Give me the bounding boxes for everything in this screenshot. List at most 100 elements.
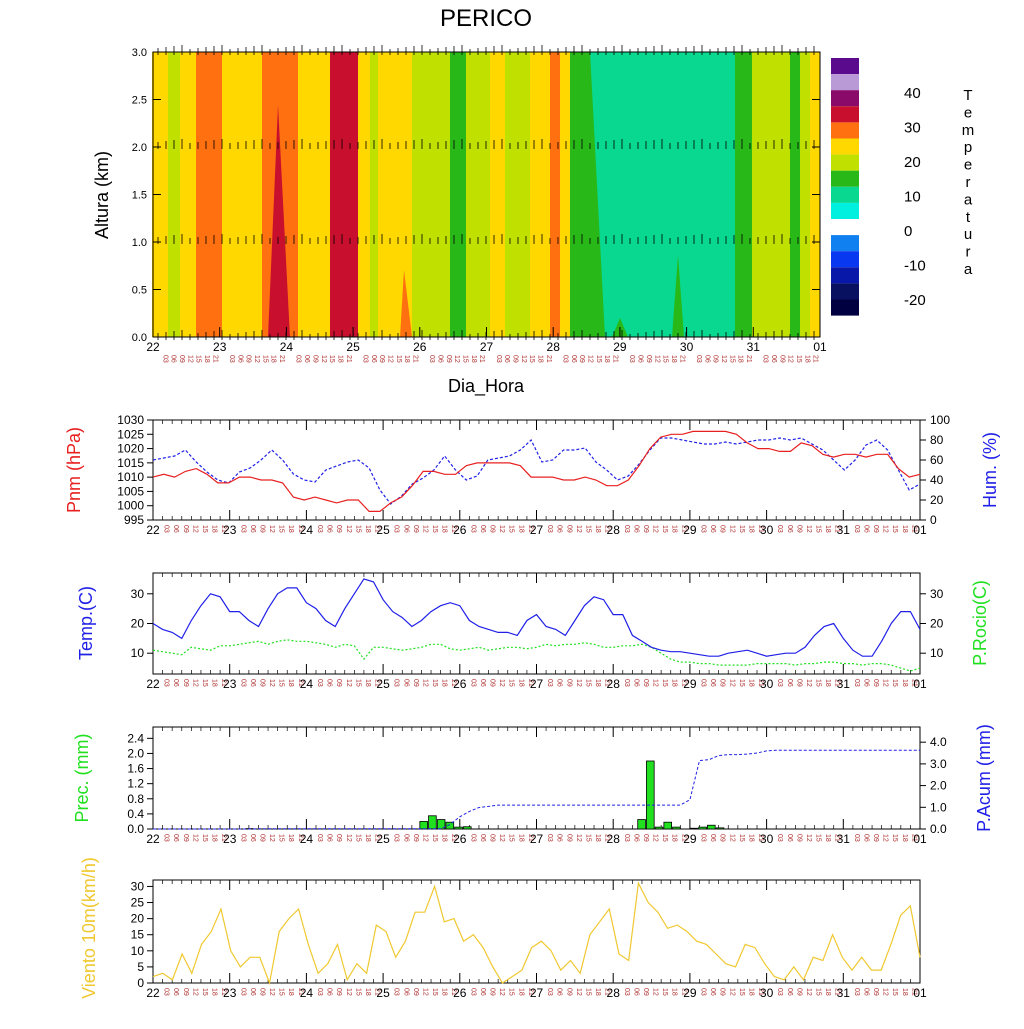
hour-tick-label: 06 <box>172 525 179 533</box>
hour-tick-label: 03 <box>699 679 706 687</box>
legend-tick-label: 0 <box>904 223 912 240</box>
temperature-band <box>330 52 358 337</box>
y-tick-label-right: 30 <box>930 587 944 601</box>
hour-tick-label: 09 <box>412 988 419 996</box>
legend-tick-label: 10 <box>904 189 921 206</box>
hour-tick-label: 12 <box>421 525 428 533</box>
plot-frame <box>153 420 920 520</box>
hour-tick-label: 12 <box>253 355 260 363</box>
hour-tick-label: 18 <box>364 679 371 687</box>
y-tick-label: 1005 <box>117 484 144 498</box>
hour-tick-label: 06 <box>786 988 793 996</box>
day-tick-label: 01 <box>913 677 927 691</box>
day-tick-label: 30 <box>760 523 774 537</box>
y-tick-label-right: 20 <box>930 617 944 631</box>
hour-tick-label: 15 <box>584 679 591 687</box>
legend-swatch <box>831 283 859 299</box>
temperature-band <box>505 52 530 337</box>
hour-tick-label: 12 <box>587 355 594 363</box>
hour-tick-label: 18 <box>364 834 371 842</box>
hour-tick-label: 12 <box>728 679 735 687</box>
hour-tick-label: 03 <box>853 834 860 842</box>
y-tick-label-right: 60 <box>930 453 944 467</box>
hour-tick-label: 06 <box>862 525 869 533</box>
legend-tick-label: 40 <box>904 85 921 102</box>
hour-tick-label: 18 <box>203 355 210 363</box>
hour-tick-label: 15 <box>891 988 898 996</box>
legend-swatch <box>831 139 859 155</box>
day-tick-label: 01 <box>913 832 927 846</box>
hour-tick-label: 15 <box>795 355 802 363</box>
day-tick-label: 25 <box>376 986 390 1000</box>
temperature-band <box>370 52 378 337</box>
y-tick-label: 2.5 <box>132 95 147 107</box>
hour-tick-label: 12 <box>652 834 659 842</box>
hour-tick-label: 21 <box>278 355 285 363</box>
hour-tick-label: 15 <box>431 988 438 996</box>
hour-tick-label: 03 <box>695 355 702 363</box>
hour-tick-label: 12 <box>787 355 794 363</box>
hour-tick-label: 03 <box>316 679 323 687</box>
y-tick-label-right: 100 <box>930 413 950 427</box>
hour-tick-label: 15 <box>431 525 438 533</box>
hour-tick-label: 21 <box>812 355 819 363</box>
hour-tick-label: 12 <box>268 525 275 533</box>
hour-tick-label: 09 <box>182 834 189 842</box>
hour-tick-label: 18 <box>441 679 448 687</box>
hour-tick-label: 18 <box>824 988 831 996</box>
hour-tick-label: 03 <box>163 834 170 842</box>
hour-tick-label: 18 <box>671 834 678 842</box>
hour-tick-label: 12 <box>882 988 889 996</box>
hour-tick-label: 15 <box>354 988 361 996</box>
hour-tick-label: 06 <box>479 525 486 533</box>
accum-precip-ylabel: P.Acum (mm) <box>974 724 994 832</box>
hour-tick-label: 03 <box>239 525 246 533</box>
hour-tick-label: 06 <box>326 525 333 533</box>
hour-tick-label: 12 <box>186 355 193 363</box>
hour-tick-label: 18 <box>211 834 218 842</box>
legend-swatch <box>831 90 859 106</box>
day-tick-label: 30 <box>760 832 774 846</box>
precip-bar <box>664 822 672 829</box>
hour-tick-label: 03 <box>546 834 553 842</box>
hour-tick-label: 18 <box>747 988 754 996</box>
hour-tick-label: 09 <box>795 679 802 687</box>
temperature-band <box>412 52 450 337</box>
hour-tick-label: 15 <box>738 834 745 842</box>
hour-tick-label: 15 <box>278 679 285 687</box>
hour-tick-label: 21 <box>612 355 619 363</box>
hour-tick-label: 09 <box>412 525 419 533</box>
hour-tick-label: 03 <box>393 988 400 996</box>
day-tick-label: 23 <box>223 832 237 846</box>
hour-tick-label: 09 <box>565 988 572 996</box>
hour-tick-label: 06 <box>236 355 243 363</box>
precip-bar <box>463 827 471 829</box>
pressure-line <box>153 431 920 511</box>
y-tick-label-right: 0 <box>930 513 937 527</box>
hour-tick-label: 09 <box>719 834 726 842</box>
day-tick-label: 26 <box>453 523 467 537</box>
hour-tick-label: 09 <box>258 834 265 842</box>
hour-tick-label: 03 <box>776 525 783 533</box>
precip-bar <box>690 828 698 829</box>
day-tick-label: 01 <box>913 986 927 1000</box>
precip-ylabel: Prec. (mm) <box>72 734 92 823</box>
hour-tick-label: 18 <box>517 525 524 533</box>
temperature-band <box>560 52 570 337</box>
hour-tick-label: 06 <box>370 355 377 363</box>
hour-tick-label: 18 <box>287 525 294 533</box>
hour-tick-label: 12 <box>652 525 659 533</box>
hour-tick-label: 18 <box>287 988 294 996</box>
hour-tick-label: 12 <box>882 679 889 687</box>
day-tick-label: 25 <box>346 340 360 354</box>
temperature-band <box>752 52 790 337</box>
temperature-band <box>550 52 560 337</box>
hour-tick-label: 09 <box>872 525 879 533</box>
hour-tick-label: 18 <box>537 355 544 363</box>
y-tick-label: 995 <box>124 513 144 527</box>
hour-tick-label: 09 <box>489 525 496 533</box>
hour-tick-label: 15 <box>815 834 822 842</box>
hour-tick-label: 09 <box>795 988 802 996</box>
hour-tick-label: 15 <box>195 355 202 363</box>
hour-tick-label: 03 <box>393 679 400 687</box>
